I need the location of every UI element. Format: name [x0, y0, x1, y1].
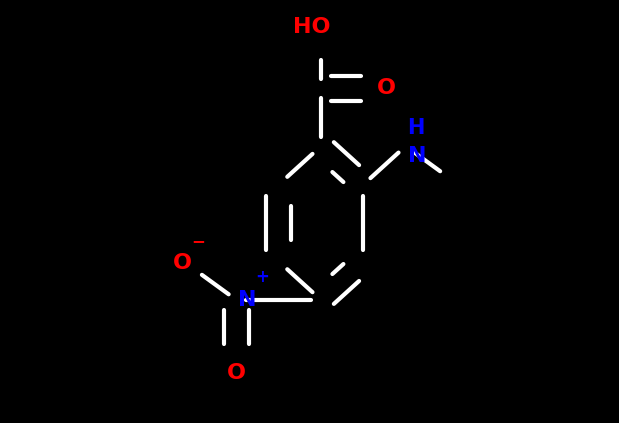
Text: O: O	[377, 78, 396, 99]
Text: +: +	[256, 269, 269, 286]
Text: O: O	[227, 363, 246, 383]
Text: N: N	[238, 290, 257, 310]
Text: HO: HO	[293, 16, 330, 36]
Text: O: O	[173, 253, 192, 273]
Text: −: −	[191, 232, 206, 250]
Text: N: N	[407, 146, 426, 166]
Text: H: H	[407, 118, 425, 138]
